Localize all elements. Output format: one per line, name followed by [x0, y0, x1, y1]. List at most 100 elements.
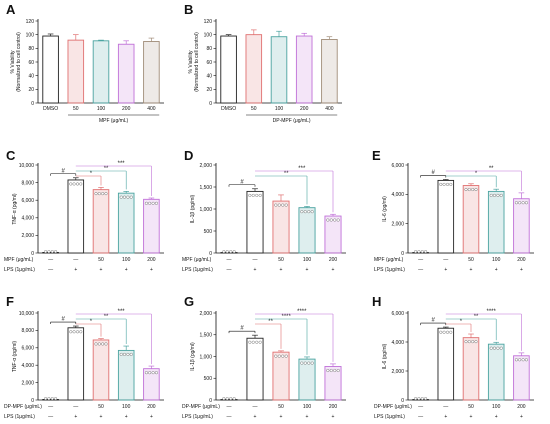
- data-point: [232, 250, 236, 254]
- y-tick-label: 0: [401, 251, 404, 257]
- data-point: [76, 330, 79, 334]
- data-point: [329, 369, 333, 372]
- data-point: [225, 250, 229, 254]
- y-tick-label: 0: [31, 251, 34, 257]
- bar: [462, 337, 480, 401]
- data-point: [129, 195, 133, 199]
- condition-value: 100: [303, 257, 312, 263]
- y-tick-label: 8,000: [21, 180, 34, 186]
- significance-label: #: [62, 317, 66, 323]
- data-point: [72, 182, 76, 186]
- condition-value: —: [418, 404, 423, 410]
- data-point: [44, 250, 48, 254]
- data-point: [417, 250, 421, 254]
- condition-value: +: [125, 414, 128, 420]
- data-point: [69, 330, 73, 334]
- y-axis-label: % Viability: [10, 50, 16, 73]
- data-point: [496, 346, 500, 350]
- data-point: [281, 354, 285, 358]
- data-point: [258, 340, 262, 344]
- data-point: [119, 352, 123, 356]
- bar: [117, 43, 135, 104]
- condition-value: —: [227, 414, 232, 420]
- data-point: [333, 218, 337, 222]
- condition-value: +: [520, 267, 523, 273]
- y-axis-label: TNF-α (pg/ml): [12, 193, 18, 225]
- significance-label: ****: [282, 314, 292, 320]
- data-point: [232, 397, 236, 401]
- data-point: [274, 203, 278, 207]
- significance-label: #: [62, 168, 66, 174]
- significance-label: #: [240, 326, 244, 332]
- data-point: [248, 340, 252, 344]
- y-tick-label: 4,000: [391, 340, 404, 346]
- data-point: [101, 192, 105, 196]
- panel-letter: G: [184, 294, 194, 309]
- condition-value: 200: [329, 257, 338, 263]
- bar: [42, 35, 59, 104]
- data-point: [148, 371, 152, 375]
- y-tick-label: 6,000: [391, 163, 404, 169]
- condition-row-label: MPF (μg/mL): [374, 257, 404, 263]
- significance-label: **: [104, 314, 109, 320]
- y-axis-label: IL-1β (pg/ml): [190, 342, 196, 371]
- bar: [246, 337, 264, 401]
- panel-h: H 0 2,000 4,000 6,000 IL-6 (pg/ml) DP-MPF (μg/…: [372, 294, 534, 420]
- condition-value: +: [306, 414, 309, 420]
- data-point: [464, 188, 468, 192]
- data-point: [119, 195, 123, 199]
- data-point: [326, 369, 330, 372]
- data-point: [229, 250, 233, 254]
- data-point: [126, 195, 130, 199]
- data-point: [524, 201, 528, 205]
- y-axis-label: IL-6 (pg/ml): [382, 196, 388, 222]
- y-tick-label: 0: [209, 251, 212, 257]
- condition-value: —: [253, 257, 258, 263]
- y-tick-label: 10,000: [19, 163, 35, 169]
- condition-value: 200: [147, 257, 156, 263]
- condition-value: 100: [122, 257, 131, 263]
- condition-value: 100: [492, 404, 501, 410]
- data-point: [144, 371, 148, 375]
- condition-value: 50: [98, 257, 104, 263]
- bar: [67, 327, 85, 401]
- condition-value: +: [444, 414, 447, 420]
- panel-letter: C: [6, 148, 16, 163]
- data-point: [50, 397, 54, 401]
- y-tick-label: 120: [26, 19, 35, 25]
- x-tick-label: 400: [325, 106, 334, 112]
- data-point: [514, 201, 518, 205]
- y-tick-label: 10,000: [19, 311, 35, 317]
- condition-row-label: LPS (1μg/mL): [4, 414, 35, 420]
- condition-value: 50: [468, 257, 474, 263]
- significance-label: **: [284, 171, 289, 177]
- significance-label: #: [432, 170, 436, 176]
- panel-e: E 0 2,000 4,000 6,000 IL-6 (pg/ml) MPF (μg/mL)…: [372, 148, 534, 273]
- y-tick-label: 2,000: [199, 163, 212, 169]
- condition-value: +: [74, 414, 77, 420]
- data-point: [464, 340, 468, 344]
- y-tick-label: 100: [204, 32, 213, 38]
- data-point: [518, 358, 522, 362]
- y-axis-label: % Viability: [188, 50, 194, 73]
- y-tick-label: 0: [401, 398, 404, 404]
- condition-value: +: [280, 414, 283, 420]
- condition-row-label: LPS (1μg/mL): [182, 267, 213, 273]
- bar: [513, 198, 530, 254]
- data-point: [76, 182, 79, 186]
- bar: [437, 179, 455, 254]
- condition-value: +: [100, 414, 103, 420]
- bar: [67, 39, 85, 104]
- y-tick-label: 1,500: [199, 333, 212, 339]
- y-tick-label: 120: [204, 19, 213, 25]
- data-point: [326, 218, 330, 222]
- panel-letter: D: [184, 148, 193, 163]
- data-point: [499, 346, 503, 350]
- data-point: [255, 193, 259, 197]
- bar: [272, 200, 290, 254]
- data-point: [97, 192, 101, 196]
- data-point: [151, 371, 155, 375]
- x-tick-label: DMSO: [221, 106, 236, 112]
- condition-value: —: [253, 404, 258, 410]
- bar: [462, 185, 480, 254]
